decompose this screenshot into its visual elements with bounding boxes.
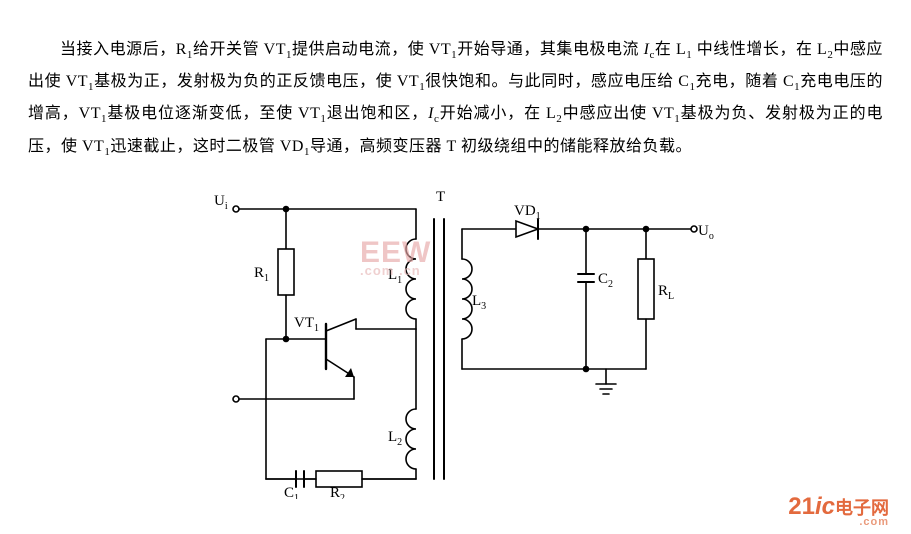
ui-top-terminal [233, 206, 239, 212]
resistor-r1 [278, 249, 294, 295]
label-c2: C2 [598, 271, 613, 290]
circuit-diagram: Ui T VD1 Uo R1 L1 L3 VT1 C2 RL L2 C1 R2 [196, 179, 716, 499]
label-vd1: VD1 [514, 203, 541, 222]
coil-l2 [406, 409, 416, 469]
coil-l3 [462, 259, 472, 339]
ui-bottom-terminal [233, 396, 239, 402]
label-l1: L1 [388, 267, 402, 286]
label-uo: Uo [698, 223, 714, 242]
resistor-rl [638, 259, 654, 319]
label-vt1: VT1 [294, 315, 319, 334]
diode-vd1 [516, 221, 538, 237]
label-l2: L2 [388, 429, 402, 448]
label-l3: L3 [472, 293, 486, 312]
label-r1: R1 [254, 265, 269, 284]
label-t: T [436, 189, 445, 205]
uo-terminal [691, 226, 697, 232]
label-ui: Ui [214, 193, 228, 212]
coil-l1 [406, 239, 416, 319]
description-paragraph: 当接入电源后，R1给开关管 VT1提供启动电流，使 VT1开始导通，其集电极电流… [28, 34, 883, 163]
label-rl: RL [658, 283, 674, 302]
watermark-21ic: 21ic电子网 .com [788, 495, 889, 528]
